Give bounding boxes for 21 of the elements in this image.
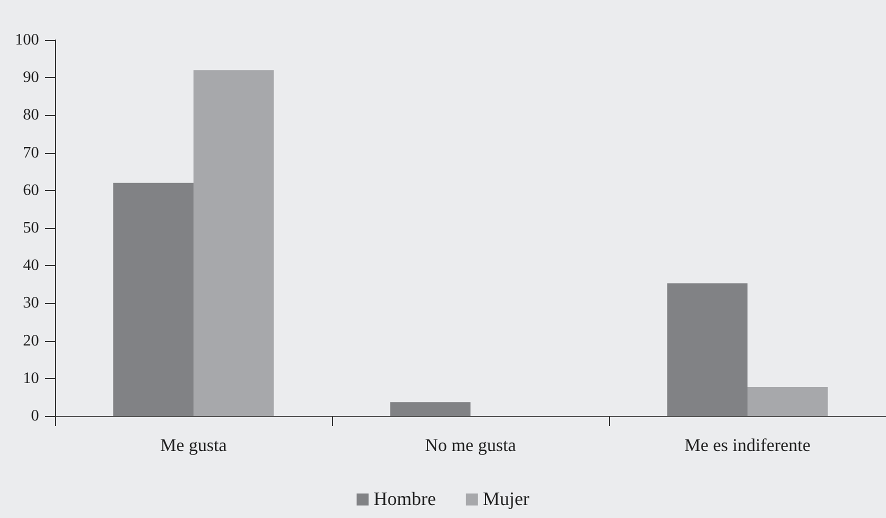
y-tick-label: 0 [31, 408, 39, 424]
y-tick-label: 90 [23, 69, 39, 86]
bar [194, 70, 274, 416]
x-tick-label: Me gusta [160, 435, 227, 455]
x-tick-label: Me es indiferente [684, 435, 810, 455]
x-tick-label: No me gusta [425, 435, 516, 455]
y-tick-label: 40 [23, 257, 39, 274]
y-tick-label: 20 [23, 332, 39, 350]
y-tick-label: 100 [15, 32, 39, 48]
y-tick-label: 80 [23, 106, 39, 124]
y-tick-label: 30 [23, 294, 39, 312]
legend-label: Hombre [374, 489, 436, 510]
bar [667, 283, 748, 416]
y-tick-label: 10 [23, 370, 39, 387]
y-tick-label: 60 [23, 182, 39, 199]
bar [113, 182, 194, 416]
y-tick-label: 50 [23, 220, 39, 236]
y-tick-label: 70 [23, 144, 39, 162]
legend-label: Mujer [482, 489, 530, 510]
bar [748, 387, 828, 416]
bar [390, 402, 470, 416]
